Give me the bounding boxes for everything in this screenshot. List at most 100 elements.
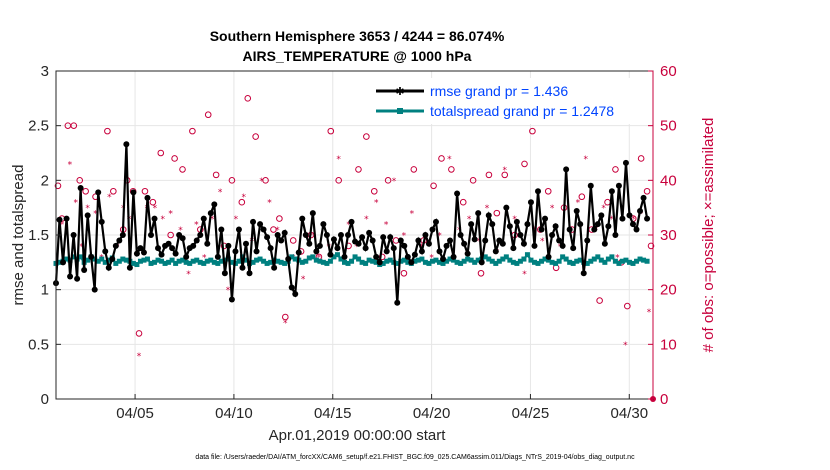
chart-title: Southern Hemisphere 3653 / 4244 = 86.074… [210,28,505,44]
spread-point [102,259,108,265]
rmse-point [552,223,559,230]
spread-point [574,258,580,264]
rmse-point [594,221,601,228]
spread-point [201,260,207,266]
rmse-point [383,248,390,255]
rmse-point [98,218,105,225]
spread-point [299,259,305,265]
rmse-point [503,204,510,211]
rmse-point [457,232,464,238]
spread-point [405,259,411,265]
rmse-point [531,242,538,249]
rmse-point [246,270,253,277]
spread-point [521,256,527,262]
obs-assimilated-point: * [60,221,65,231]
obs-possible-point [204,111,212,119]
spread-point [264,260,270,266]
rmse-point [464,250,471,257]
rmse-point [302,232,309,238]
rmse-point [341,253,348,260]
rmse-point [105,264,112,271]
rmse-point [84,212,91,219]
obs-assimilated-point: * [429,253,434,263]
spread-point [641,257,647,263]
spread-point [510,259,516,265]
spread-point [303,258,309,264]
obs-assimilated-point: * [301,275,306,285]
obs-possible-point [578,193,586,201]
spread-point [71,254,77,260]
rmse-point [422,232,429,238]
spread-point [623,257,629,263]
rmse-point [334,245,341,252]
spread-point [563,256,569,262]
rmse-point [109,256,116,263]
obs-assimilated-point: * [275,226,280,236]
obs-assimilated-point: * [178,226,183,236]
rmse-point [387,234,394,241]
spread-point [187,260,193,266]
legend-label-spread: totalspread grand pr = 1.2478 [430,103,614,119]
rmse-point [232,248,239,255]
rmse-point [622,159,629,166]
spread-point [190,258,196,264]
rmse-point [415,237,422,244]
x-tick-label: 04/10 [215,405,253,422]
spread-point [447,256,453,262]
spread-point [634,258,640,264]
spread-point [341,259,347,265]
obs-possible-point [438,155,445,162]
obs-assimilated-point: * [647,308,652,318]
obs-possible-point [141,187,149,195]
rmse-point [285,256,292,263]
obs-possible-point [521,160,528,168]
rmse-point [478,259,485,266]
spread-point [366,257,372,263]
rmse-point [144,194,151,201]
spread-point [310,254,316,260]
spread-point [116,258,122,264]
spread-point [204,258,210,264]
rmse-point [95,189,102,196]
obs-possible-point [370,187,378,195]
obs-assimilated-point: * [267,199,272,209]
obs-assimilated-point: * [68,160,73,170]
obs-assimilated-point: * [259,177,264,187]
rmse-point [619,215,626,222]
obs-assimilated-point: * [437,232,442,242]
obs-assimilated-point: * [364,215,369,225]
spread-point [436,259,442,265]
obs-assimilated-point: * [384,221,389,231]
rmse-point [345,232,352,238]
rmse-point [580,270,587,277]
rmse-point [204,240,211,247]
obs-possible-point [179,166,186,173]
spread-point [356,256,362,262]
spread-point [352,254,358,260]
obs-possible-point [110,187,117,195]
rmse-point [295,249,302,256]
spread-point [194,257,200,263]
spread-point [120,256,126,262]
rmse-point [535,188,542,195]
rmse-point [366,229,373,236]
rmse-point [299,215,306,222]
rmse-point [158,251,165,258]
obs-possible-point [637,155,645,162]
obs-possible-point [485,171,493,179]
spread-point [306,255,312,261]
rmse-point [369,237,376,244]
spread-point [278,259,284,265]
rmse-point [429,226,436,233]
rmse-point [443,242,450,249]
rmse-point [573,207,580,214]
spread-point [619,258,625,264]
spread-point [595,254,601,260]
rmse-point [267,245,274,252]
obs-possible-point [410,166,418,173]
spread-point [169,257,175,263]
rmse-point [461,240,468,247]
spread-point [472,259,478,265]
obs-assimilated-point: * [485,204,490,214]
rmse-point [225,242,232,249]
